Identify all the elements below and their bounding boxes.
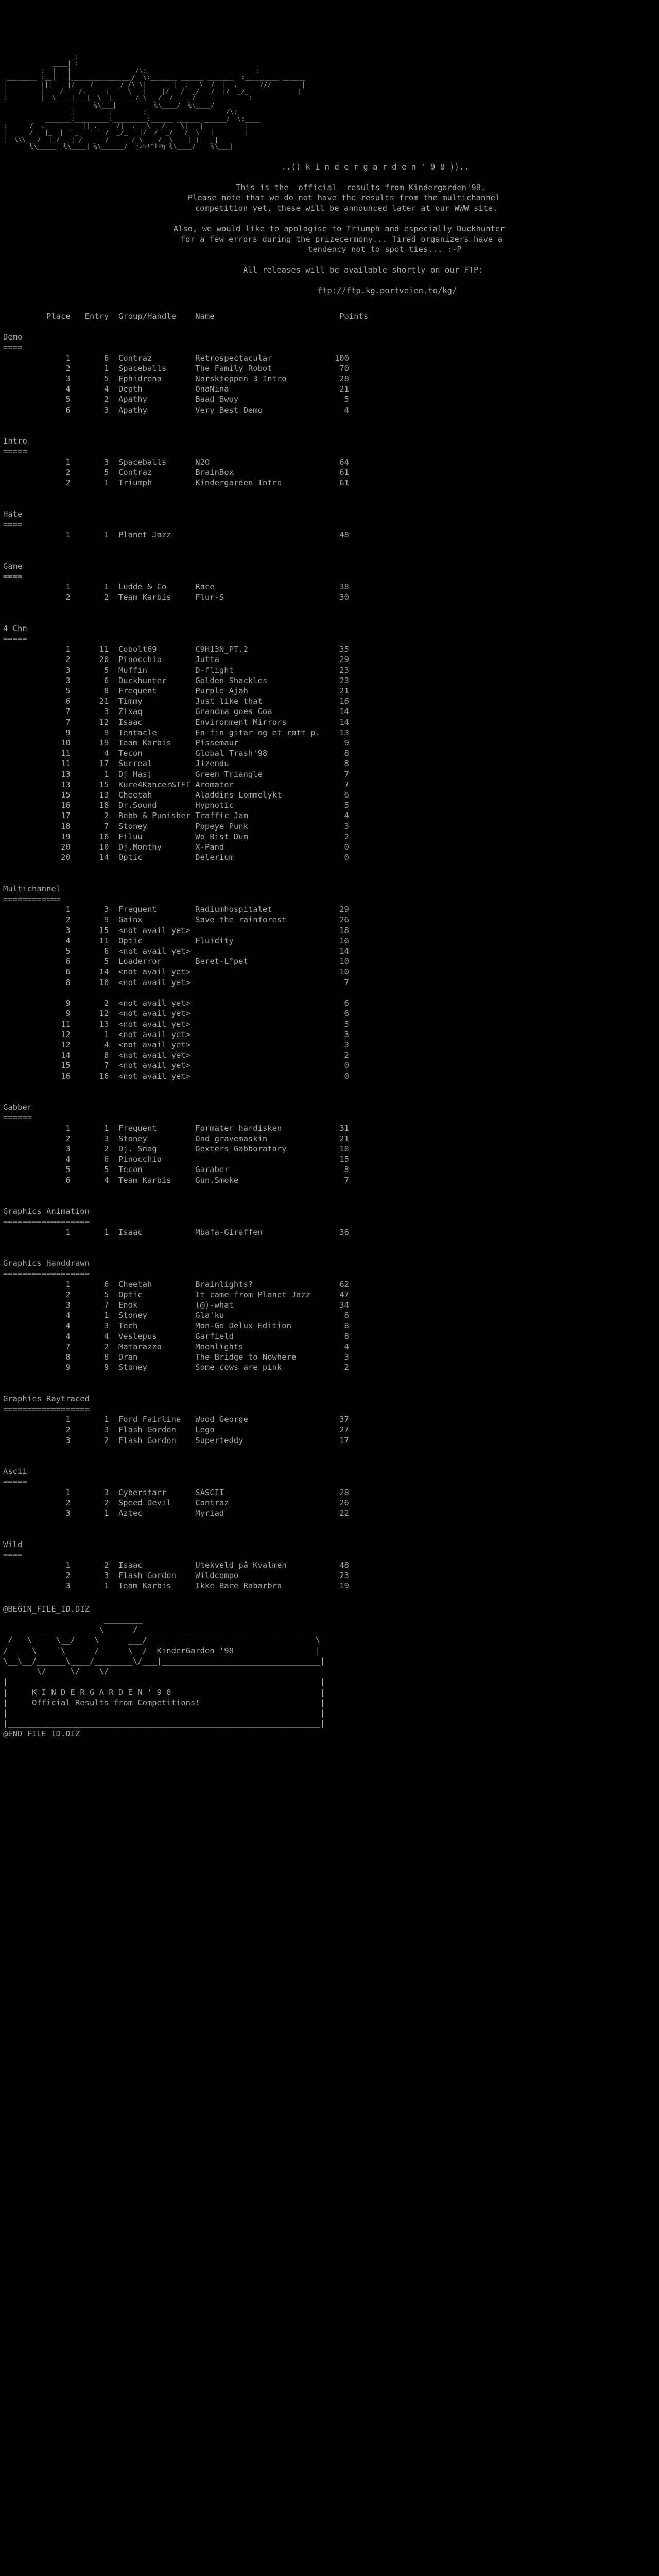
file-id-diz-block: @BEGIN_FILE_ID.DIZ ________ _________ __… — [3, 1604, 325, 1739]
results-listing: Place Entry Group/Handle Name Points Dem… — [3, 311, 369, 1591]
kindergarden-ascii-logo: _: ____| : : | | /\: — [3, 53, 305, 150]
intro-text-block: ..(( k i n d e r g a r d e n ' 9 8 )).. … — [173, 162, 505, 295]
